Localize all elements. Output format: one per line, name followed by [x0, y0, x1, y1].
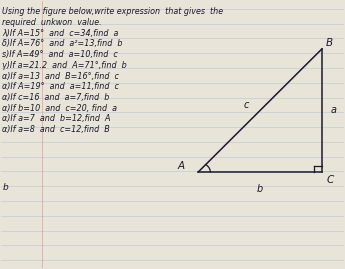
Text: c: c [244, 100, 249, 110]
Text: α)If c=16  and  a=7,find  b: α)If c=16 and a=7,find b [2, 93, 110, 102]
Text: λ)If A=15°  and  c=34,find  a: λ)If A=15° and c=34,find a [2, 29, 119, 38]
Text: required  unkwon  value.: required unkwon value. [2, 18, 102, 27]
Text: α)If a=8  and  c=12,find  B: α)If a=8 and c=12,find B [2, 125, 110, 134]
Text: s)If A=49°  and  a=10,find  c: s)If A=49° and a=10,find c [2, 50, 118, 59]
Text: C: C [326, 175, 333, 185]
Text: A: A [177, 161, 185, 171]
Text: α)If a=7  and  b=12,find  A: α)If a=7 and b=12,find A [2, 114, 111, 123]
Text: α)If b=10  and  c=20, find  a: α)If b=10 and c=20, find a [2, 104, 117, 113]
Text: B: B [326, 38, 333, 48]
Text: a: a [331, 105, 337, 115]
Text: Using the figure below,write expression  that gives  the: Using the figure below,write expression … [2, 7, 224, 16]
Text: b: b [257, 184, 263, 194]
Text: α)If a=13  and  B=16°,find  c: α)If a=13 and B=16°,find c [2, 72, 119, 81]
Text: α)If A=19°  and  a=11,find  c: α)If A=19° and a=11,find c [2, 82, 119, 91]
Text: δ)If A=76°  and  a²=13,find  b: δ)If A=76° and a²=13,find b [2, 40, 123, 48]
Text: γ)If a=21.2  and  A=71°,find  b: γ)If a=21.2 and A=71°,find b [2, 61, 127, 70]
Text: b: b [2, 183, 8, 192]
